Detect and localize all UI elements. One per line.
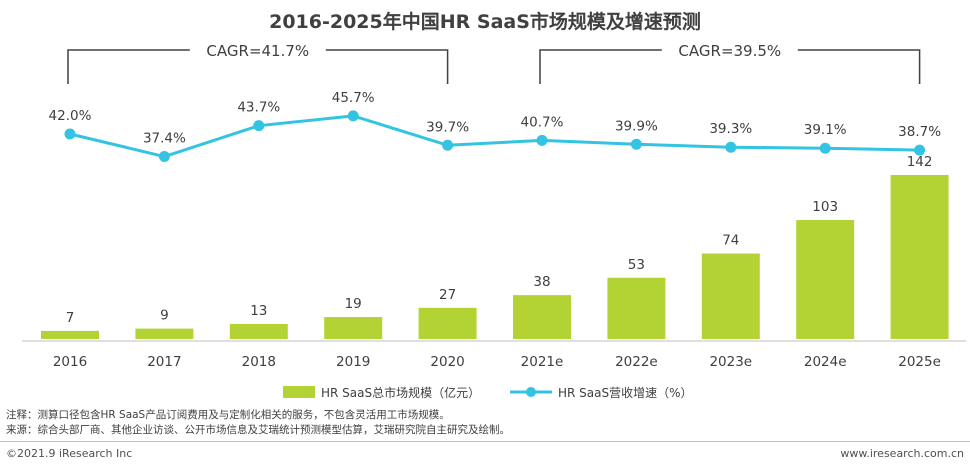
bar-2022e <box>607 278 665 339</box>
bar-2018 <box>230 324 288 339</box>
x-tick-2022e: 2022e <box>615 354 658 370</box>
bar-2023e <box>702 254 760 339</box>
line-value-label-2020: 39.7% <box>426 119 469 135</box>
line-value-label-2022e: 39.9% <box>615 118 658 134</box>
bar-2020 <box>419 308 477 339</box>
cagr-bracket-right-1 <box>326 50 448 84</box>
footer-divider <box>0 441 970 442</box>
bar-2019 <box>324 317 382 339</box>
cagr-label-2: CAGR=39.5% <box>678 42 781 60</box>
x-tick-2019: 2019 <box>336 354 370 370</box>
legend: HR SaaS总市场规模（亿元） HR SaaS营收增速（%） <box>283 385 693 400</box>
cagr-bracket-left-1 <box>68 50 190 84</box>
bar-value-label-2023e: 74 <box>722 233 739 249</box>
line-value-label-2025e: 38.7% <box>898 124 941 140</box>
copyright: ©2021.9 iResearch Inc <box>6 447 132 460</box>
line-series: 42.0% 37.4% 43.7% 45.7% 39.7% 40.7% 39.9% 39.3%… <box>49 90 942 162</box>
legend-line-marker <box>526 387 536 397</box>
line-point-2022e <box>631 139 642 150</box>
bar-value-label-2016: 7 <box>66 310 75 326</box>
bar-2025e <box>891 175 949 339</box>
line-value-label-2024e: 39.1% <box>804 122 847 138</box>
bar-value-label-2019: 19 <box>345 296 362 312</box>
x-tick-2024e: 2024e <box>804 354 847 370</box>
x-tick-2021e: 2021e <box>521 354 564 370</box>
bar-2016 <box>41 331 99 339</box>
line-point-2024e <box>820 143 831 154</box>
chart-title: 2016-2025年中国HR SaaS市场规模及增速预测 <box>269 10 701 33</box>
x-tick-2025e: 2025e <box>898 354 941 370</box>
bar-value-label-2020: 27 <box>439 287 456 303</box>
line-value-label-2017: 37.4% <box>143 131 186 147</box>
x-axis-ticks: 2016 2017 2018 2019 2020 2021e 2022e 2023e 2024e… <box>53 354 941 370</box>
legend-bar-label: HR SaaS总市场规模（亿元） <box>321 385 480 400</box>
line-value-label-2019: 45.7% <box>332 90 375 106</box>
cagr-bracket-left-2 <box>540 50 662 84</box>
line-value-label-2018: 43.7% <box>237 100 280 116</box>
line-point-2019 <box>348 110 359 121</box>
bar-value-label-2022e: 53 <box>628 257 645 273</box>
x-tick-2018: 2018 <box>242 354 276 370</box>
cagr-annotations: CAGR=41.7% CAGR=39.5% <box>68 42 920 84</box>
line-point-2020 <box>442 140 453 151</box>
x-tick-2020: 2020 <box>430 354 464 370</box>
note-text: 注释：测算口径包含HR SaaS产品订阅费用及与定制化相关的服务，不包含灵活用工… <box>6 407 450 422</box>
line-value-label-2016: 42.0% <box>49 108 92 124</box>
cagr-bracket-right-2 <box>798 50 920 84</box>
growth-line <box>70 116 920 157</box>
bar-2024e <box>796 220 854 339</box>
bar-value-label-2024e: 103 <box>812 199 838 215</box>
bar-value-label-2025e: 142 <box>907 154 933 170</box>
bar-2017 <box>135 329 193 339</box>
bar-value-label-2017: 9 <box>160 308 169 324</box>
legend-bar-swatch <box>283 386 315 398</box>
line-point-2021e <box>537 135 548 146</box>
website-link[interactable]: www.iresearch.com.cn <box>840 447 964 460</box>
line-value-label-2021e: 40.7% <box>521 114 564 130</box>
line-point-2018 <box>253 120 264 131</box>
x-tick-2016: 2016 <box>53 354 87 370</box>
line-point-2023e <box>725 142 736 153</box>
bar-value-label-2021e: 38 <box>533 274 550 290</box>
source-text: 来源：综合头部厂商、其他企业访谈、公开市场信息及艾瑞统计预测模型估算，艾瑞研究院… <box>6 422 510 437</box>
line-point-2016 <box>65 129 76 140</box>
line-value-label-2023e: 39.3% <box>709 121 752 137</box>
bar-2021e <box>513 295 571 339</box>
cagr-label-1: CAGR=41.7% <box>206 42 309 60</box>
x-tick-2023e: 2023e <box>709 354 752 370</box>
bar-series: 7 9 13 19 27 38 53 74 103 142 <box>41 154 949 339</box>
chart: 2016-2025年中国HR SaaS市场规模及增速预测 CAGR=41.7% C… <box>0 0 970 440</box>
bar-value-label-2018: 13 <box>250 303 267 319</box>
legend-line-label: HR SaaS营收增速（%） <box>558 386 693 400</box>
line-point-2025e <box>914 145 925 156</box>
line-point-2017 <box>159 151 170 162</box>
x-tick-2017: 2017 <box>147 354 181 370</box>
